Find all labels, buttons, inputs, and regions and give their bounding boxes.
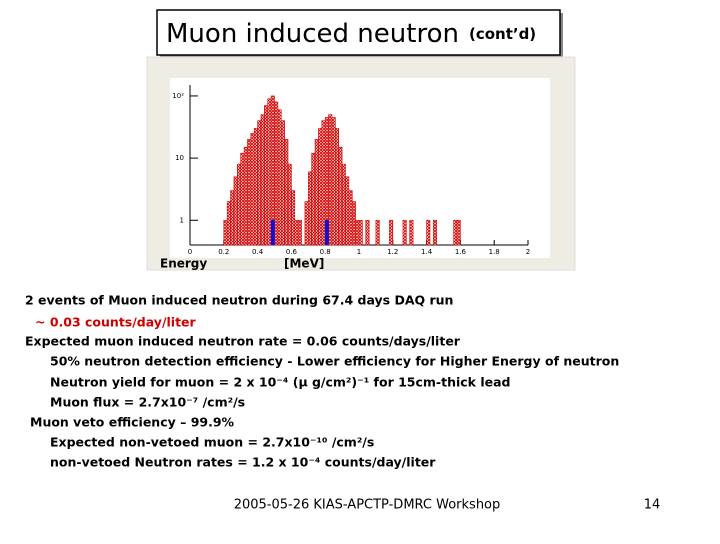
title: Muon induced neutron (cont’d) [166, 19, 536, 49]
x-tick-label: 1.2 [387, 248, 398, 256]
x-tick-label: 0.2 [218, 248, 229, 256]
x-tick-label: 2 [526, 248, 530, 256]
x-axis-label: Energy [160, 257, 207, 271]
y-tick-label: 10² [172, 92, 184, 100]
histogram-bar [304, 201, 309, 246]
histogram-bar [453, 219, 458, 246]
histogram-bar [270, 219, 275, 246]
histogram-bar [402, 219, 407, 246]
histogram-bar [226, 201, 231, 246]
body-line: Muon flux = 2.7x10⁻⁷ /cm²/s [50, 395, 245, 410]
histogram-bar [318, 128, 323, 246]
body-line: Muon veto efficiency – 99.9% [30, 415, 235, 430]
histogram-bar [253, 128, 258, 246]
histogram-bar [287, 163, 292, 246]
x-tick-label: 0.4 [252, 248, 264, 256]
x-tick-label: 1.6 [455, 248, 467, 256]
histogram-bar [291, 190, 296, 246]
body-line: Neutron yield for muon = 2 x 10⁻⁴ (μ g/c… [50, 375, 511, 390]
histogram-bar [324, 219, 329, 246]
x-tick-label: 0.8 [320, 248, 331, 256]
histogram-bar [223, 219, 228, 246]
title-suffix: (cont’d) [469, 25, 536, 43]
histogram-bar [321, 120, 326, 246]
x-tick-label: 1.4 [421, 248, 433, 256]
histogram-bar [294, 219, 299, 246]
histogram-bar [335, 128, 340, 246]
histogram-bar [351, 201, 356, 246]
histogram-bar [314, 139, 319, 246]
histogram-bar [257, 120, 262, 246]
body-line: Expected non-vetoed muon = 2.7x10⁻¹⁰ /cm… [50, 435, 374, 450]
body-line: ~ 0.03 counts/day/liter [35, 315, 197, 330]
histogram-bar [456, 219, 461, 246]
body-text: 2 events of Muon induced neutron during … [25, 293, 619, 470]
histogram-bar [250, 133, 255, 246]
histogram-bar [345, 176, 350, 246]
histogram-bar [307, 171, 312, 246]
body-line: non-vetoed Neutron rates = 1.2 x 10⁻⁴ co… [50, 455, 436, 470]
histogram-bar [328, 114, 333, 246]
histogram-bar [389, 219, 394, 246]
x-axis-unit: [MeV] [284, 257, 324, 271]
histogram-bar [280, 120, 285, 246]
histogram-bar [311, 152, 316, 246]
histogram-bar [331, 117, 336, 246]
y-tick-label: 1 [180, 216, 184, 224]
histogram-bar [277, 109, 282, 246]
histogram-bar [426, 219, 431, 246]
body-line: 2 events of Muon induced neutron during … [25, 293, 453, 308]
histogram-bar [348, 190, 353, 246]
histogram-bar [230, 190, 235, 246]
histogram-bar [267, 98, 272, 246]
body-line: 50% neutron detection efficiency - Lower… [50, 354, 619, 369]
histogram-bar [247, 139, 252, 246]
histogram-bar [243, 146, 248, 246]
histogram-bar [409, 219, 414, 246]
page-number: 14 [644, 498, 661, 513]
histogram-bar [358, 219, 363, 246]
histogram-bar [433, 219, 438, 246]
histogram-bar [264, 105, 269, 246]
histogram-bar [297, 219, 302, 246]
x-tick-label: 1.8 [489, 248, 500, 256]
title-box [156, 9, 561, 56]
histogram-bar [260, 114, 265, 246]
body-line: Expected muon induced neutron rate = 0.0… [25, 334, 461, 349]
histogram-bar [341, 163, 346, 246]
x-tick-label: 0.6 [286, 248, 298, 256]
histogram-bar [365, 219, 370, 246]
y-tick-label: 10 [175, 154, 184, 162]
histogram-bar [355, 219, 360, 246]
histogram-bar [233, 176, 238, 246]
histogram-bar [240, 152, 245, 246]
x-tick-label: 0 [188, 248, 192, 256]
histogram-bar [375, 219, 380, 246]
footer: 2005-05-26 KIAS-APCTP-DMRC Workshop [234, 498, 501, 513]
x-tick-label: 1 [357, 248, 361, 256]
histogram-bar [284, 139, 289, 246]
histogram-bar [338, 146, 343, 246]
histogram-bar [274, 101, 279, 246]
histogram-bar [237, 163, 242, 246]
